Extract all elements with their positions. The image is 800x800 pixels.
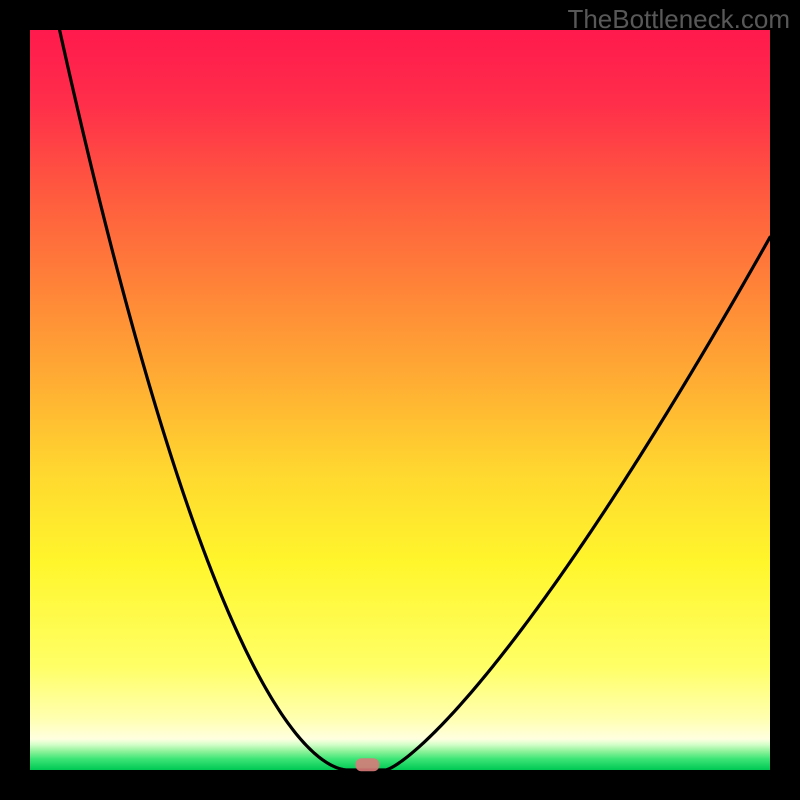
optimum-marker: [355, 758, 379, 771]
plot-background: [30, 30, 770, 770]
bottleneck-chart: [0, 0, 800, 800]
watermark-text: TheBottleneck.com: [567, 4, 790, 35]
